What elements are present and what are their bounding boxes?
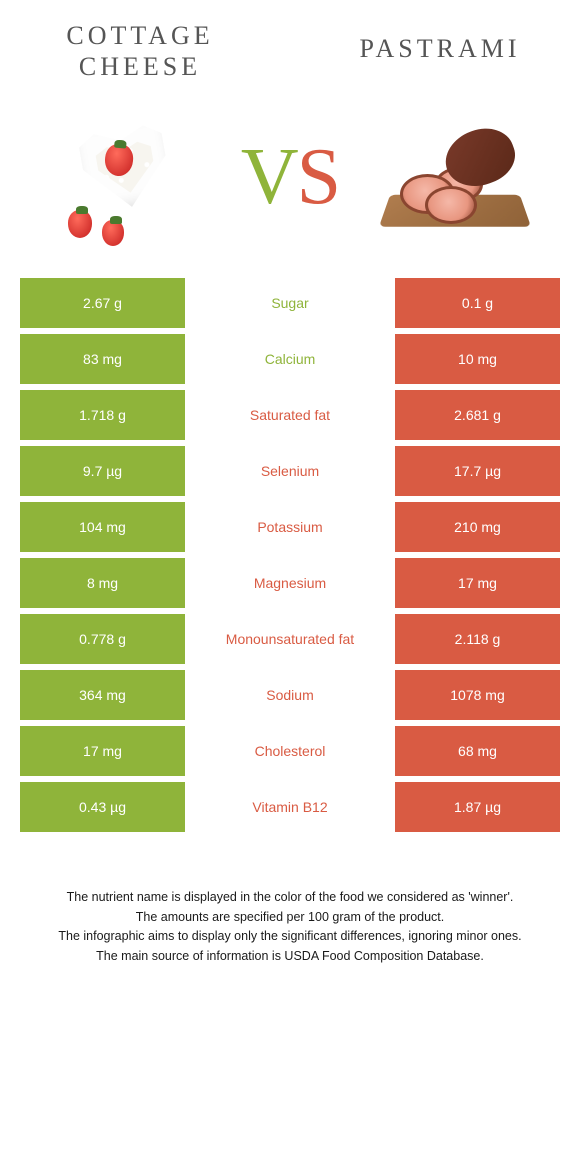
left-value-cell: 8 mg	[20, 558, 185, 608]
table-row: 0.43 µgVitamin B121.87 µg	[20, 782, 560, 832]
table-row: 0.778 gMonounsaturated fat2.118 g	[20, 614, 560, 664]
table-row: 17 mgCholesterol68 mg	[20, 726, 560, 776]
right-value-cell: 10 mg	[395, 334, 560, 384]
left-value-cell: 83 mg	[20, 334, 185, 384]
nutrient-label-cell: Potassium	[185, 502, 395, 552]
right-value-cell: 210 mg	[395, 502, 560, 552]
nutrient-label-cell: Vitamin B12	[185, 782, 395, 832]
right-value-cell: 1078 mg	[395, 670, 560, 720]
left-food-title: COTTAGE CHEESE	[40, 20, 240, 82]
vs-s: S	[297, 133, 340, 221]
table-row: 83 mgCalcium10 mg	[20, 334, 560, 384]
right-food-title: PASTRAMI	[340, 20, 540, 82]
footnote-line: The main source of information is USDA F…	[55, 947, 525, 966]
vs-v: V	[241, 133, 297, 221]
nutrient-label-cell: Saturated fat	[185, 390, 395, 440]
left-value-cell: 9.7 µg	[20, 446, 185, 496]
titles-row: COTTAGE CHEESE PASTRAMI	[20, 20, 560, 92]
hero-row: VS	[20, 92, 560, 272]
left-value-cell: 17 mg	[20, 726, 185, 776]
right-value-cell: 68 mg	[395, 726, 560, 776]
pastrami-image	[380, 102, 530, 252]
footnote-line: The amounts are specified per 100 gram o…	[55, 908, 525, 927]
table-row: 364 mgSodium1078 mg	[20, 670, 560, 720]
table-row: 8 mgMagnesium17 mg	[20, 558, 560, 608]
left-value-cell: 364 mg	[20, 670, 185, 720]
table-row: 1.718 gSaturated fat2.681 g	[20, 390, 560, 440]
footnote-line: The infographic aims to display only the…	[55, 927, 525, 946]
right-value-cell: 17 mg	[395, 558, 560, 608]
nutrient-label-cell: Selenium	[185, 446, 395, 496]
footnote-line: The nutrient name is displayed in the co…	[55, 888, 525, 907]
nutrient-label-cell: Magnesium	[185, 558, 395, 608]
right-value-cell: 2.681 g	[395, 390, 560, 440]
nutrient-label-cell: Monounsaturated fat	[185, 614, 395, 664]
left-value-cell: 1.718 g	[20, 390, 185, 440]
table-row: 104 mgPotassium210 mg	[20, 502, 560, 552]
footnote-block: The nutrient name is displayed in the co…	[20, 838, 560, 976]
table-row: 9.7 µgSelenium17.7 µg	[20, 446, 560, 496]
left-value-cell: 0.778 g	[20, 614, 185, 664]
nutrient-label-cell: Sugar	[185, 278, 395, 328]
nutrient-label-cell: Sodium	[185, 670, 395, 720]
nutrient-label-cell: Calcium	[185, 334, 395, 384]
nutrient-comparison-table: 2.67 gSugar0.1 g 83 mgCalcium10 mg 1.718 g…	[20, 272, 560, 838]
vs-label: VS	[241, 132, 339, 223]
left-value-cell: 2.67 g	[20, 278, 185, 328]
infographic-container: COTTAGE CHEESE PASTRAMI VS 2.67 g	[0, 0, 580, 976]
right-value-cell: 2.118 g	[395, 614, 560, 664]
right-value-cell: 17.7 µg	[395, 446, 560, 496]
right-value-cell: 1.87 µg	[395, 782, 560, 832]
nutrient-label-cell: Cholesterol	[185, 726, 395, 776]
left-value-cell: 104 mg	[20, 502, 185, 552]
left-value-cell: 0.43 µg	[20, 782, 185, 832]
right-value-cell: 0.1 g	[395, 278, 560, 328]
cottage-cheese-image	[50, 102, 200, 252]
table-row: 2.67 gSugar0.1 g	[20, 278, 560, 328]
